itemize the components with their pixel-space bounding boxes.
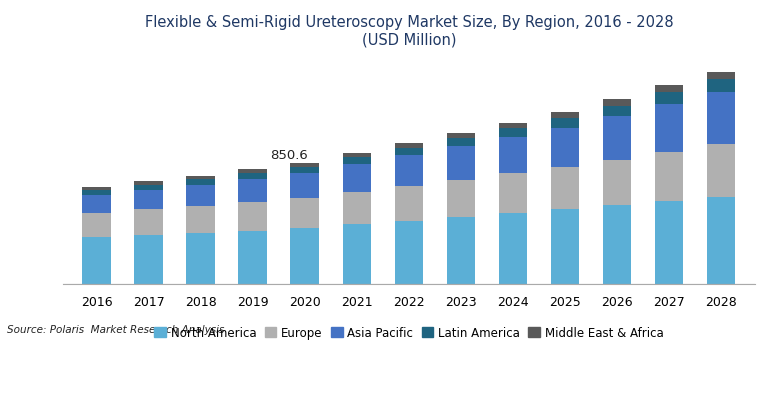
Legend: North America, Europe, Asia Pacific, Latin America, Middle East & Africa: North America, Europe, Asia Pacific, Lat…: [149, 321, 668, 344]
Bar: [186, 185, 215, 206]
Bar: [134, 185, 163, 190]
Bar: [654, 86, 684, 93]
Bar: [394, 221, 424, 284]
Bar: [499, 123, 527, 128]
Bar: [654, 202, 684, 284]
Bar: [447, 218, 475, 284]
Bar: [290, 174, 319, 199]
Bar: [186, 176, 215, 180]
Bar: [239, 174, 267, 180]
Bar: [394, 156, 424, 186]
Bar: [603, 160, 631, 206]
Bar: [654, 152, 684, 202]
Bar: [707, 93, 735, 145]
Bar: [447, 134, 475, 139]
Bar: [603, 117, 631, 160]
Bar: [239, 170, 267, 174]
Bar: [551, 128, 579, 168]
Bar: [499, 173, 527, 214]
Bar: [551, 210, 579, 284]
Bar: [343, 165, 371, 192]
Bar: [186, 206, 215, 233]
Bar: [134, 235, 163, 284]
Bar: [290, 164, 319, 168]
Bar: [186, 233, 215, 284]
Bar: [551, 168, 579, 210]
Bar: [239, 203, 267, 231]
Bar: [290, 168, 319, 174]
Bar: [654, 93, 684, 104]
Bar: [707, 72, 735, 80]
Bar: [654, 104, 684, 152]
Bar: [343, 225, 371, 284]
Bar: [343, 158, 371, 165]
Text: 850.6: 850.6: [270, 149, 308, 162]
Bar: [603, 206, 631, 284]
Bar: [82, 190, 111, 195]
Bar: [499, 214, 527, 284]
Bar: [603, 100, 631, 106]
Bar: [551, 119, 579, 128]
Bar: [707, 145, 735, 197]
Bar: [82, 195, 111, 214]
Bar: [239, 231, 267, 284]
Bar: [134, 190, 163, 210]
Bar: [394, 144, 424, 148]
Bar: [551, 113, 579, 119]
Bar: [290, 229, 319, 284]
Text: Source: Polaris  Market Research Analysis: Source: Polaris Market Research Analysis: [8, 325, 225, 335]
Bar: [394, 186, 424, 221]
Bar: [239, 180, 267, 203]
Bar: [447, 147, 475, 180]
Bar: [707, 80, 735, 93]
Bar: [343, 154, 371, 158]
Bar: [447, 139, 475, 147]
Bar: [394, 148, 424, 156]
Title: Flexible & Semi-Rigid Ureteroscopy Market Size, By Region, 2016 - 2028
(USD Mill: Flexible & Semi-Rigid Ureteroscopy Marke…: [145, 15, 673, 47]
Bar: [82, 188, 111, 190]
Bar: [343, 192, 371, 225]
Bar: [134, 182, 163, 185]
Bar: [499, 138, 527, 173]
Bar: [82, 214, 111, 237]
Bar: [82, 237, 111, 284]
Bar: [499, 128, 527, 138]
Bar: [447, 180, 475, 218]
Bar: [186, 180, 215, 185]
Bar: [134, 210, 163, 235]
Bar: [603, 106, 631, 117]
Bar: [707, 197, 735, 284]
Bar: [290, 199, 319, 229]
